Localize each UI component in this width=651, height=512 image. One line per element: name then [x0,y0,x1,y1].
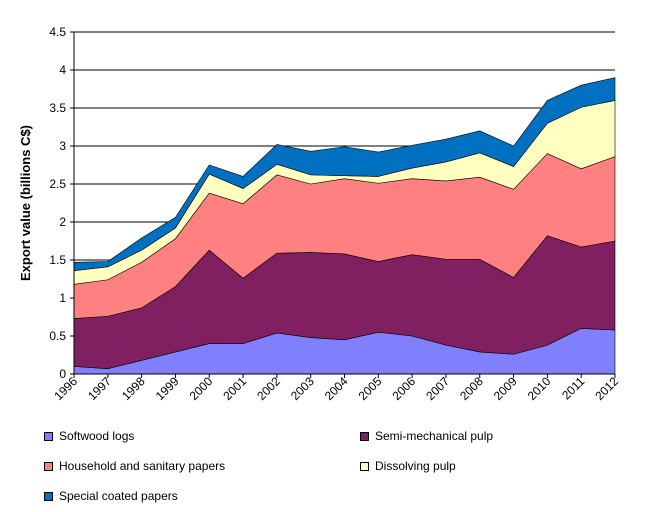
y-tick-label: 3 [59,139,66,153]
x-tick-label: 2007 [423,374,452,403]
y-tick-label: 4.5 [49,25,66,39]
y-axis-label: Export value (billions C$) [18,125,33,281]
x-tick-label: 2001 [220,374,249,403]
x-tick-label: 1998 [119,374,148,403]
x-tick-label: 1996 [51,374,80,403]
x-tick-labels: 1996 1997 1998 1999 2000 2001 2002 2003 2004 2005… [51,374,621,403]
x-tick-label: 2000 [187,374,216,403]
area-series-group [73,77,616,375]
area-series-special-coated-papers [73,77,616,271]
y-tick-label: 4 [59,63,66,77]
x-tick-label: 2009 [491,374,520,403]
x-tick-label: 2008 [457,374,486,403]
x-tick-label: 2006 [389,374,418,403]
x-tick-label: 2002 [254,374,283,403]
y-tick-label: 0 [59,367,66,381]
axes [70,31,616,378]
y-tick-label: 1 [59,291,66,305]
y-tick-label: 3.5 [49,101,66,115]
x-tick-label: 2004 [322,374,351,403]
x-tick-label: 1999 [153,374,182,403]
y-tick-labels: 0 0.5 1 1.5 2 2.5 3 3.5 4 4.5 [49,25,66,381]
x-tick-label: 2012 [592,374,621,403]
x-tick-label: 2011 [559,374,587,402]
x-tick-label: 2010 [525,374,554,403]
y-tick-label: 2 [59,215,66,229]
y-tick-label: 0.5 [49,329,66,343]
x-tick-label: 2005 [356,374,385,403]
x-tick-label: 2003 [288,374,317,403]
y-tick-label: 1.5 [49,253,66,267]
x-tick-label: 1997 [85,374,114,403]
y-tick-label: 2.5 [49,177,66,191]
